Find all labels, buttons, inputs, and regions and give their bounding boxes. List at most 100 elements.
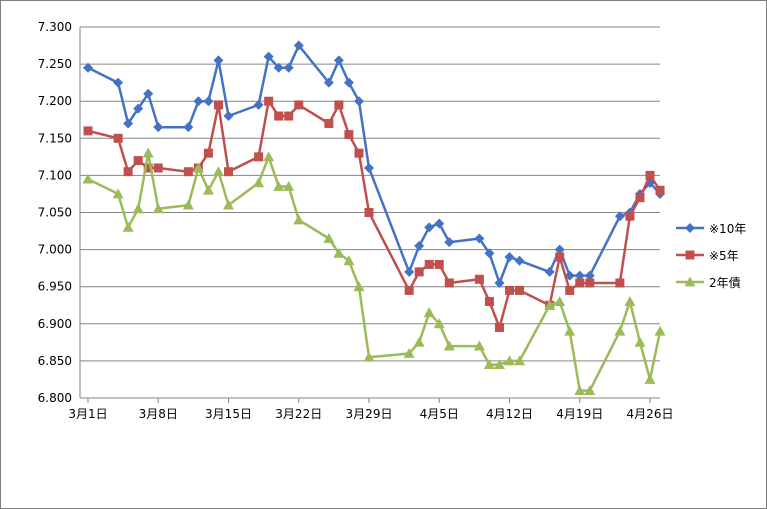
data-point-marker	[403, 347, 415, 358]
data-point-marker	[273, 181, 285, 191]
data-point-marker	[283, 181, 295, 191]
data-point-marker	[323, 77, 334, 88]
data-point-marker	[323, 232, 335, 243]
legend-label: ※10年	[709, 222, 746, 236]
data-point-marker	[183, 122, 194, 133]
data-point-marker	[363, 351, 375, 362]
data-point-marker	[113, 77, 124, 88]
data-point-marker	[223, 199, 234, 210]
data-point-marker	[334, 100, 344, 110]
data-point-marker	[404, 266, 415, 277]
data-point-marker	[644, 373, 656, 384]
data-point-marker	[213, 100, 223, 110]
data-point-marker	[514, 255, 525, 266]
x-axis-tick-labels: 3月1日 3月8日 3月15日 3月22日 3月29日 4月5日 4月12日 4月19日 4月2…	[68, 407, 673, 421]
data-point-marker	[504, 252, 515, 263]
data-point-marker	[254, 152, 264, 162]
data-point-marker	[133, 103, 144, 114]
data-point-marker	[203, 96, 214, 107]
data-point-marker	[615, 278, 625, 288]
data-point-marker	[353, 281, 365, 292]
data-point-marker	[343, 255, 355, 266]
y-tick-label: 7.200	[38, 94, 72, 108]
data-point-marker	[474, 233, 485, 244]
data-point-marker	[584, 270, 595, 281]
data-point-marker	[424, 222, 435, 233]
data-point-marker	[404, 285, 414, 295]
data-point-marker	[474, 274, 484, 284]
x-tick-label: 3月8日	[139, 407, 178, 421]
data-point-marker	[364, 162, 374, 173]
data-point-marker	[483, 359, 495, 370]
data-point-marker	[143, 88, 154, 99]
data-point-marker	[264, 96, 274, 106]
data-point-marker	[224, 167, 233, 177]
data-point-marker	[544, 299, 556, 310]
data-point-marker	[424, 259, 434, 269]
data-point-marker	[493, 359, 505, 370]
x-tick-label: 4月12日	[486, 407, 533, 421]
series-3	[82, 147, 666, 395]
data-point-marker	[133, 156, 143, 166]
y-axis-tick-labels: 6.800 6.850 6.900 6.950 7.000 7.050 7.100 7.150…	[38, 20, 72, 405]
legend: ※10年 ※5年 2年債	[676, 222, 746, 290]
data-point-marker	[655, 185, 665, 195]
data-point-marker	[443, 340, 455, 351]
data-point-marker	[614, 325, 626, 336]
data-point-marker	[514, 355, 526, 366]
data-point-marker	[484, 248, 495, 259]
x-tick-label: 3月15日	[205, 407, 252, 421]
data-point-marker	[515, 285, 525, 295]
data-point-marker	[423, 307, 435, 318]
data-point-marker	[565, 285, 575, 295]
data-point-marker	[353, 96, 364, 107]
gridlines	[80, 26, 660, 362]
data-point-marker	[685, 223, 695, 233]
y-tick-label: 6.850	[38, 354, 72, 368]
data-point-marker	[685, 250, 695, 260]
data-point-marker	[494, 323, 504, 333]
data-point-marker	[554, 296, 566, 306]
data-point-marker	[494, 277, 505, 288]
data-point-marker	[294, 100, 304, 110]
data-point-marker	[364, 208, 374, 217]
data-point-marker	[113, 133, 123, 143]
data-point-marker	[263, 151, 275, 162]
data-point-marker	[132, 203, 144, 214]
data-point-marker	[574, 385, 586, 395]
data-point-marker	[142, 147, 154, 158]
data-point-marker	[624, 296, 636, 306]
data-point-marker	[635, 193, 645, 203]
data-point-marker	[324, 118, 334, 128]
x-tick-label: 4月5日	[420, 407, 459, 421]
data-point-marker	[575, 278, 585, 288]
x-tick-label: 3月29日	[346, 407, 393, 421]
data-point-marker	[153, 122, 164, 133]
data-point-marker	[274, 111, 284, 121]
data-point-marker	[654, 325, 666, 336]
data-point-marker	[414, 267, 424, 277]
data-point-marker	[414, 240, 425, 251]
legend-label: 2年債	[709, 275, 741, 290]
data-point-marker	[123, 118, 134, 129]
series-line	[87, 44, 661, 285]
y-tick-label: 7.300	[38, 20, 72, 34]
data-point-marker	[183, 167, 193, 177]
data-point-marker	[223, 111, 234, 122]
legend-label: ※5年	[709, 249, 739, 263]
y-tick-label: 7.050	[38, 206, 72, 220]
data-point-marker	[555, 252, 565, 262]
data-point-marker	[193, 96, 204, 107]
data-point-marker	[123, 167, 133, 177]
data-point-marker	[574, 270, 585, 281]
data-point-marker	[284, 111, 294, 121]
data-point-marker	[684, 276, 696, 287]
series-group	[82, 40, 666, 395]
data-point-marker	[152, 203, 164, 214]
data-point-marker	[504, 355, 515, 366]
data-point-marker	[203, 148, 213, 158]
data-point-marker	[293, 214, 305, 225]
x-tick-label: 3月1日	[68, 407, 107, 421]
data-point-marker	[433, 318, 445, 329]
